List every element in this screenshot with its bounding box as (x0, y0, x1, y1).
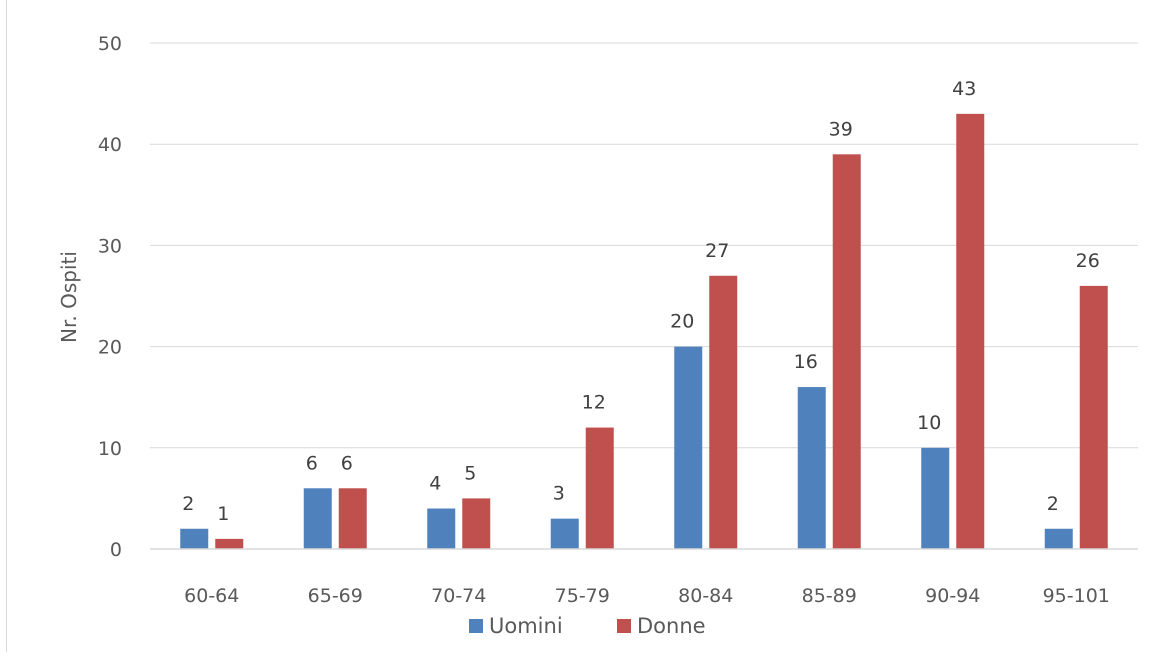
y-tick-label-0: 0 (110, 539, 122, 561)
x-tick-label-85-89: 85-89 (802, 585, 857, 607)
bars (180, 113, 1108, 549)
bar-donne-80-84 (709, 275, 738, 549)
legend-swatch-uomini (469, 619, 483, 633)
x-tick-label-60-64: 60-64 (184, 585, 239, 607)
data-label-donne-90-94: 43 (952, 78, 976, 100)
legend: Uomini Donne (469, 614, 706, 638)
legend-swatch-donne (617, 619, 631, 633)
y-axis-title: Nr. Ospiti (57, 251, 81, 343)
x-tick-label-75-79: 75-79 (555, 585, 610, 607)
y-tick-label-20: 20 (98, 337, 122, 359)
data-label-uomini-70-74: 4 (429, 473, 441, 495)
data-label-donne-60-64: 1 (217, 503, 229, 525)
y-tick-label-50: 50 (98, 33, 122, 55)
bar-uomini-95-101 (1044, 528, 1073, 549)
data-label-uomini-80-84: 20 (670, 311, 694, 333)
bar-uomini-90-94 (921, 447, 950, 549)
bar-uomini-85-89 (797, 387, 826, 549)
y-tick-label-30: 30 (98, 235, 122, 257)
bar-uomini-75-79 (550, 518, 579, 549)
data-label-uomini-85-89: 16 (794, 351, 818, 373)
data-label-uomini-60-64: 2 (182, 493, 194, 515)
y-tick-label-40: 40 (98, 134, 122, 156)
data-label-donne-85-89: 39 (829, 118, 853, 140)
bar-donne-85-89 (832, 154, 861, 549)
data-label-uomini-95-101: 2 (1047, 493, 1059, 515)
data-label-uomini-65-69: 6 (306, 452, 318, 474)
data-label-uomini-90-94: 10 (917, 412, 941, 434)
gridlines (150, 42, 1138, 449)
axes: 0 10 20 30 40 50 60-64 65-69 70-74 75-79 80-84 85-8… (98, 33, 1138, 607)
x-tick-label-65-69: 65-69 (308, 585, 363, 607)
x-tick-label-90-94: 90-94 (925, 585, 980, 607)
bar-donne-65-69 (338, 488, 367, 549)
bar-uomini-65-69 (303, 488, 332, 549)
bar-donne-75-79 (585, 427, 614, 549)
data-label-donne-70-74: 5 (464, 462, 476, 484)
bar-uomini-70-74 (427, 508, 456, 549)
data-label-uomini-75-79: 3 (553, 483, 565, 505)
data-label-donne-75-79: 12 (582, 392, 606, 414)
bar-uomini-80-84 (674, 346, 703, 549)
chart-left-border (6, 0, 7, 652)
bar-donne-95-101 (1079, 285, 1108, 549)
x-tick-label-70-74: 70-74 (431, 585, 486, 607)
data-label-donne-80-84: 27 (705, 240, 729, 262)
x-tick-label-95-101: 95-101 (1043, 585, 1110, 607)
bar-donne-60-64 (215, 538, 244, 549)
legend-label-donne: Donne (637, 614, 706, 638)
data-label-donne-95-101: 26 (1076, 250, 1100, 272)
y-tick-label-10: 10 (98, 438, 122, 460)
bar-donne-90-94 (956, 113, 985, 549)
legend-label-uomini: Uomini (489, 614, 563, 638)
data-label-donne-65-69: 6 (341, 452, 353, 474)
bar-donne-70-74 (462, 498, 491, 549)
x-tick-label-80-84: 80-84 (678, 585, 733, 607)
bar-uomini-60-64 (180, 528, 209, 549)
